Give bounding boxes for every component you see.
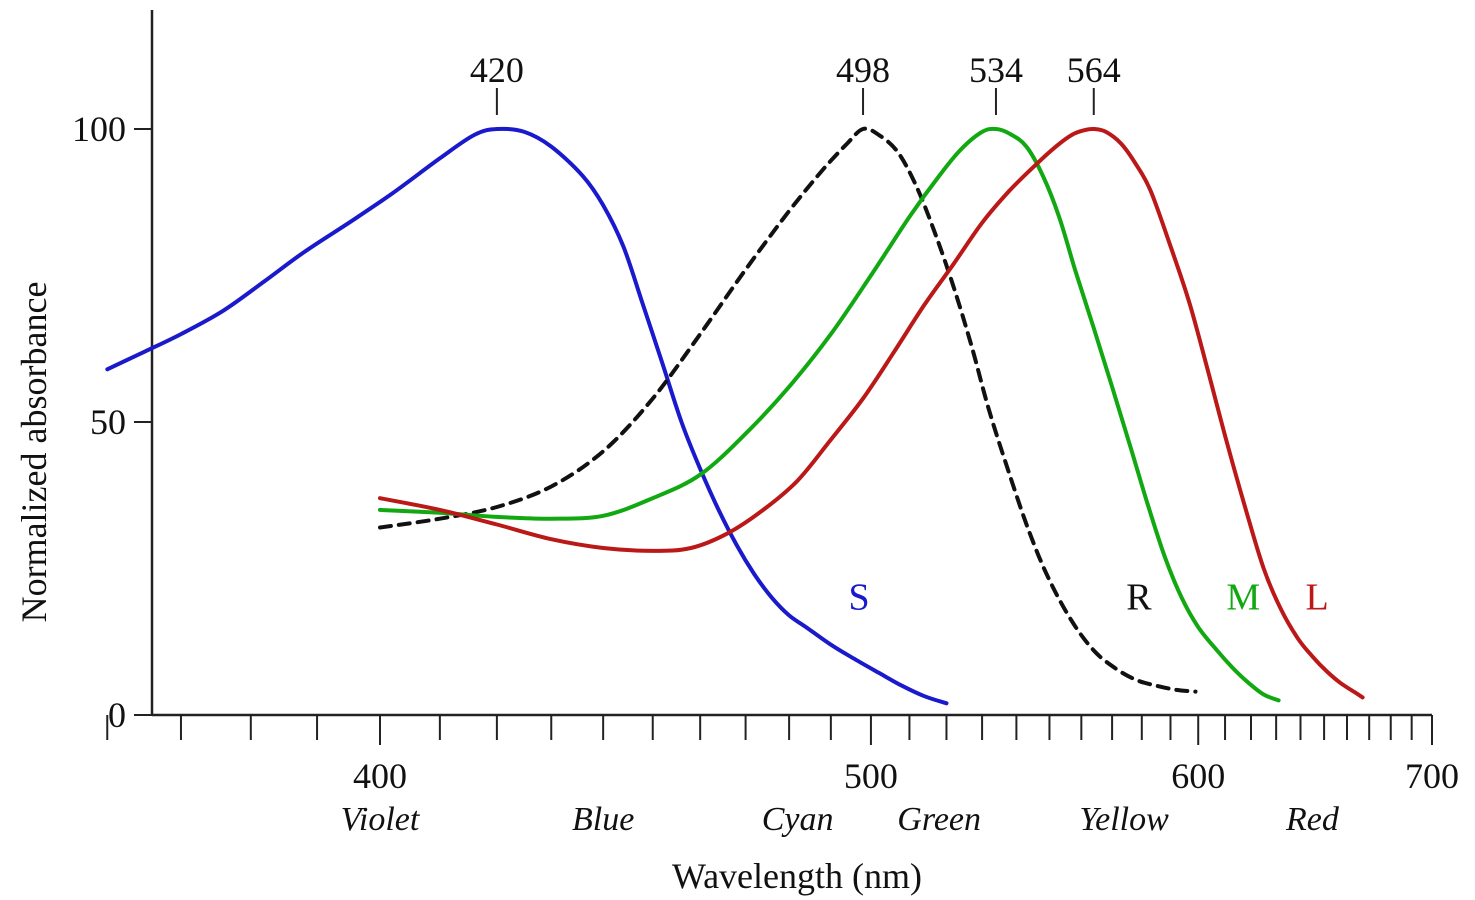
x-ticks: 400 500 600 700 xyxy=(106,715,1459,796)
y-tick-label: 0 xyxy=(108,695,126,735)
series-r-label: R xyxy=(1126,577,1152,619)
series-r-curve xyxy=(378,126,1198,694)
axes xyxy=(150,10,1432,717)
peak-label: 498 xyxy=(836,50,890,90)
x-tick-label: 400 xyxy=(353,756,407,796)
color-band-label: Violet xyxy=(341,801,421,838)
color-band-label: Blue xyxy=(572,801,634,838)
color-band-label: Cyan xyxy=(762,801,834,838)
peak-label: 564 xyxy=(1067,50,1121,90)
color-band-labels: Violet Blue Cyan Green Yellow Red xyxy=(341,801,1340,838)
y-ticks: 0 50 100 xyxy=(72,109,152,735)
series-m-curve xyxy=(378,126,1281,703)
series-curves xyxy=(105,126,1365,706)
x-tick-label: 600 xyxy=(1171,756,1225,796)
y-tick-label: 50 xyxy=(90,402,126,442)
peak-markers: 420 498 534 564 xyxy=(470,50,1121,115)
color-band-label: Green xyxy=(897,801,981,838)
series-s-curve xyxy=(105,126,949,706)
x-tick-label: 500 xyxy=(844,756,898,796)
peak-label: 534 xyxy=(969,50,1023,90)
color-band-label: Red xyxy=(1285,801,1340,838)
series-m-label: M xyxy=(1226,577,1260,619)
y-tick-label: 100 xyxy=(72,109,126,149)
color-band-label: Yellow xyxy=(1079,801,1169,838)
series-l-curve xyxy=(378,126,1365,700)
series-l-label: L xyxy=(1305,577,1328,619)
series-s-label: S xyxy=(849,577,870,619)
x-tick-label: 700 xyxy=(1405,756,1459,796)
x-axis-title: Wavelength (nm) xyxy=(672,856,922,896)
peak-label: 420 xyxy=(470,50,524,90)
y-axis-title: Normalized absorbance xyxy=(14,282,54,623)
